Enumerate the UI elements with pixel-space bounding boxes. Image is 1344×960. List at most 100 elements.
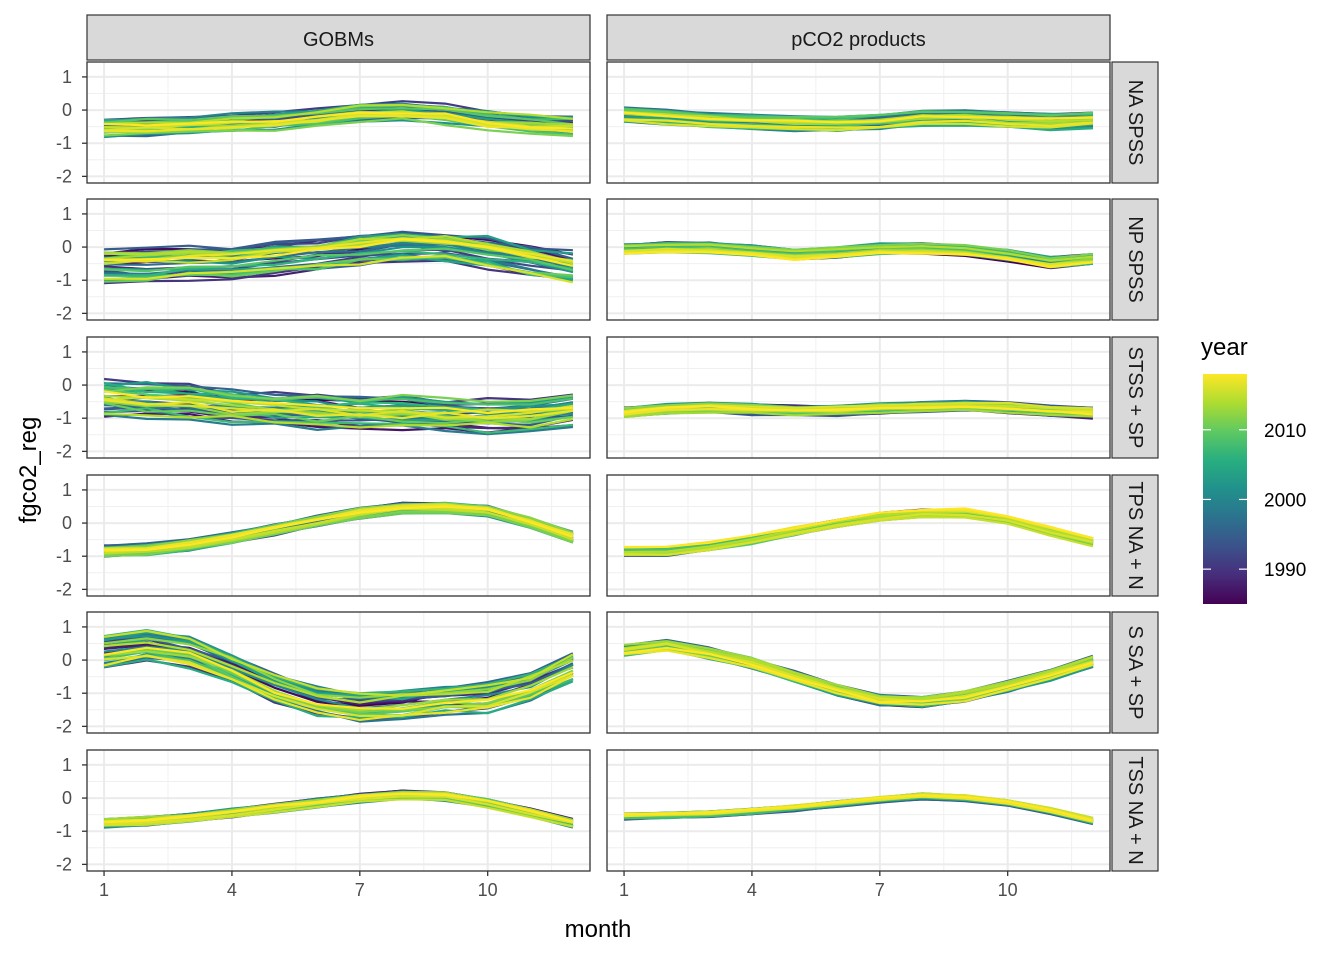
row-strip-2 — [1111, 336, 1159, 459]
series-group — [623, 638, 1094, 709]
series-line — [104, 395, 573, 415]
series-group — [623, 106, 1094, 133]
row-strip-label: NA SPSS — [1124, 80, 1146, 166]
y-tick-label: 1 — [62, 480, 72, 500]
panel-border — [86, 611, 591, 734]
series-line — [104, 655, 574, 718]
series-line — [623, 642, 1094, 701]
y-tick-label: -2 — [56, 716, 72, 736]
series-line — [104, 504, 574, 551]
y-tick-label: 0 — [62, 788, 72, 808]
facet-panel: -2 -1 0 1 — [56, 474, 591, 599]
column-strip-label: pCO2 products — [791, 29, 926, 51]
row-strip-0 — [1111, 61, 1159, 184]
series-line — [104, 110, 573, 129]
facet-grid: GOBMs pCO2 products -2 -1 0 1 NA SPSS -2 -1 0 1 NP … — [56, 14, 1159, 900]
row-strip-label: TPS NA + N — [1124, 481, 1146, 589]
facet-panel — [606, 474, 1111, 597]
panel-border — [606, 198, 1111, 321]
y-tick-label: -2 — [56, 854, 72, 874]
legend-tick-label: 2000 — [1264, 490, 1306, 511]
series-line — [104, 795, 574, 826]
row-strip-1 — [1111, 198, 1159, 321]
series-line — [104, 382, 574, 410]
series-group — [104, 100, 574, 139]
series-line — [624, 251, 1094, 269]
x-tick-label: 4 — [747, 880, 757, 900]
y-tick-label: 1 — [62, 204, 72, 224]
facet-panel: -2 -1 0 1 — [56, 61, 591, 186]
y-tick-label: 0 — [62, 650, 72, 670]
series-group — [103, 230, 574, 285]
y-tick-label: -2 — [56, 166, 72, 186]
y-tick-label: -2 — [56, 579, 72, 599]
series-line — [624, 243, 1094, 262]
series-line — [104, 502, 574, 550]
x-tick-label: 4 — [227, 880, 237, 900]
series-line — [624, 510, 1094, 553]
y-tick-label: 0 — [62, 513, 72, 533]
panel-border — [606, 611, 1111, 734]
series-line — [623, 119, 1094, 132]
row-strip-label: TSS NA + N — [1124, 756, 1146, 864]
y-tick-label: -1 — [56, 546, 72, 566]
row-strip-label: NP SPSS — [1124, 216, 1146, 302]
series-line — [103, 413, 574, 436]
series-line — [103, 646, 574, 710]
panel-border — [86, 336, 591, 459]
series-line — [103, 650, 574, 712]
series-line — [104, 238, 574, 267]
series-group — [104, 789, 574, 829]
series-line — [104, 117, 573, 138]
facet-panel — [606, 61, 1111, 184]
series-line — [624, 118, 1093, 129]
series-line — [104, 114, 573, 133]
facet-panel — [606, 198, 1111, 321]
row-strip-label: S SA + SP — [1124, 626, 1146, 720]
series-line — [104, 250, 574, 278]
legend-tick-label: 1990 — [1264, 560, 1306, 581]
series-line — [623, 405, 1093, 416]
row-strip-5 — [1111, 749, 1159, 872]
series-group — [623, 399, 1093, 420]
year-legend: year 1990 2000 2010 — [1201, 334, 1306, 604]
series-line — [103, 654, 574, 722]
series-line — [104, 641, 574, 704]
series-line — [103, 390, 573, 415]
series-line — [624, 795, 1094, 823]
series-line — [624, 640, 1094, 699]
series-line — [104, 412, 574, 429]
panel-background — [87, 475, 590, 596]
panel-border — [606, 336, 1111, 459]
y-tick-label: 1 — [62, 755, 72, 775]
legend-colorbar — [1203, 374, 1247, 604]
row-strip-label: STSS + SP — [1124, 347, 1146, 449]
series-line — [104, 235, 574, 265]
row-strip-3 — [1111, 474, 1159, 597]
panel-border — [86, 749, 591, 872]
y-tick-label: 0 — [62, 237, 72, 257]
y-tick-label: -1 — [56, 683, 72, 703]
panel-background — [607, 750, 1110, 871]
row-strip-4 — [1111, 611, 1159, 734]
panel-background — [607, 337, 1110, 458]
x-tick-label: 1 — [619, 880, 629, 900]
facet-panel: 1 4 7 10 — [606, 749, 1111, 900]
series-line — [624, 649, 1094, 706]
y-tick-label: 0 — [62, 375, 72, 395]
series-group — [103, 628, 574, 723]
legend-title: year — [1201, 334, 1248, 361]
facet-panel: -2 -1 0 1 — [56, 336, 591, 461]
series-group — [103, 377, 574, 436]
y-tick-label: -1 — [56, 821, 72, 841]
column-strip-0 — [86, 14, 591, 61]
facet-panel: -2 -1 0 1 — [56, 611, 591, 736]
series-line — [103, 629, 574, 697]
y-tick-label: 1 — [62, 67, 72, 87]
series-line — [104, 255, 574, 284]
series-line — [624, 111, 1093, 124]
series-group — [624, 792, 1094, 826]
series-line — [104, 103, 574, 126]
y-tick-label: 1 — [62, 617, 72, 637]
